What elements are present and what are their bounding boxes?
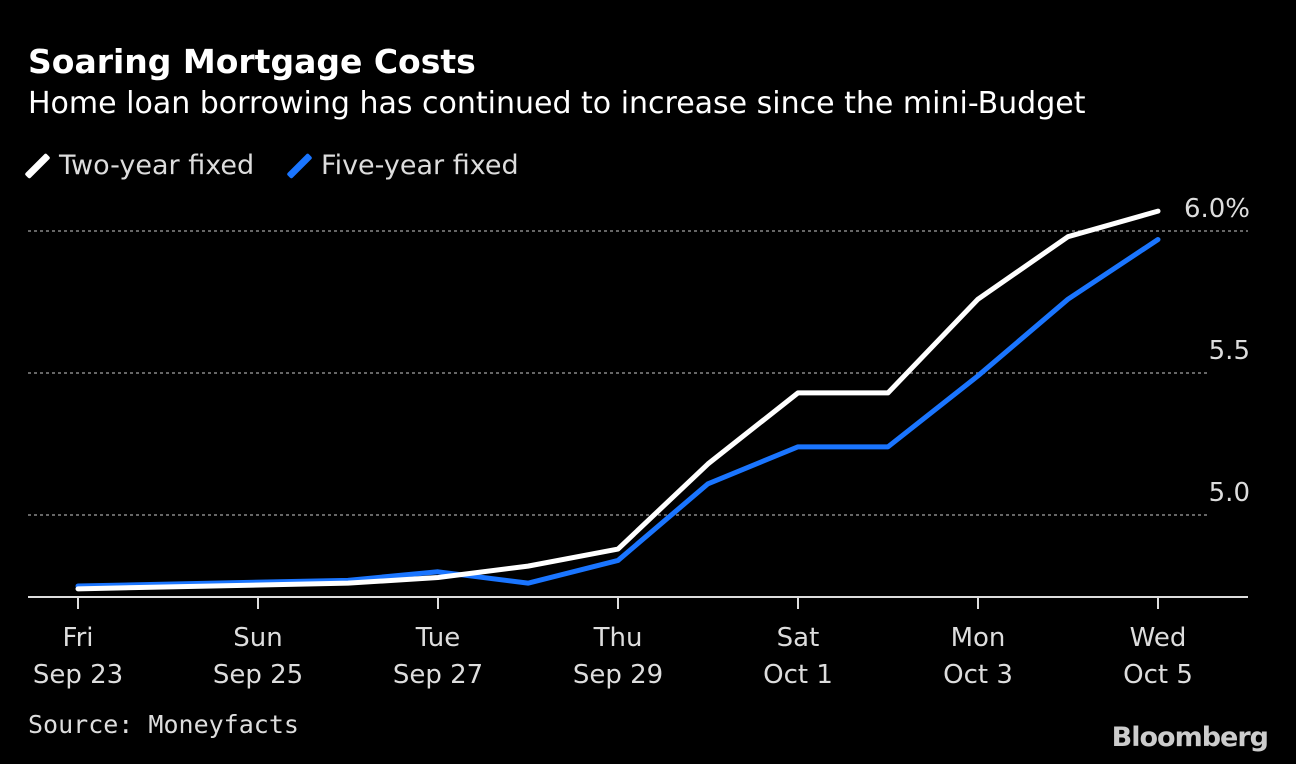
legend-label: Two-year fixed: [59, 150, 255, 181]
y-tick-label: 6.0%: [1184, 194, 1250, 224]
x-tick-label: Oct 3: [943, 660, 1013, 690]
legend-item-two-year: Two-year fixed: [24, 150, 255, 181]
x-tick-label: Sat: [777, 623, 820, 653]
series-line-two-year: [75, 208, 1161, 592]
legend-item-five-year: Five-year fixed: [286, 150, 519, 181]
x-tick-label: Mon: [951, 623, 1006, 653]
x-tick-label: Fri: [63, 623, 94, 653]
x-tick-label: Tue: [415, 623, 460, 653]
chart-subtitle: Home loan borrowing has continued to inc…: [28, 86, 1086, 121]
x-tick-label: Oct 5: [1123, 660, 1193, 690]
x-tick-label: Sep 29: [573, 660, 663, 690]
x-tick-label: Sun: [233, 623, 282, 653]
chart-title: Soaring Mortgage Costs: [28, 42, 476, 81]
y-tick-label: 5.0: [1209, 478, 1250, 508]
source-note: Source: Moneyfacts: [28, 710, 299, 739]
legend-label: Five-year fixed: [321, 150, 519, 181]
series-line-five-year: [75, 237, 1161, 589]
y-tick-label: 5.5: [1209, 336, 1250, 366]
x-tick-label: Oct 1: [763, 660, 833, 690]
x-tick-label: Wed: [1130, 623, 1187, 653]
x-tick-label: Sep 27: [393, 660, 483, 690]
x-tick-label: Sep 25: [213, 660, 303, 690]
x-tick-label: Sep 23: [33, 660, 123, 690]
x-tick-label: Thu: [593, 623, 643, 653]
bloomberg-logo: Bloomberg: [1111, 722, 1269, 753]
